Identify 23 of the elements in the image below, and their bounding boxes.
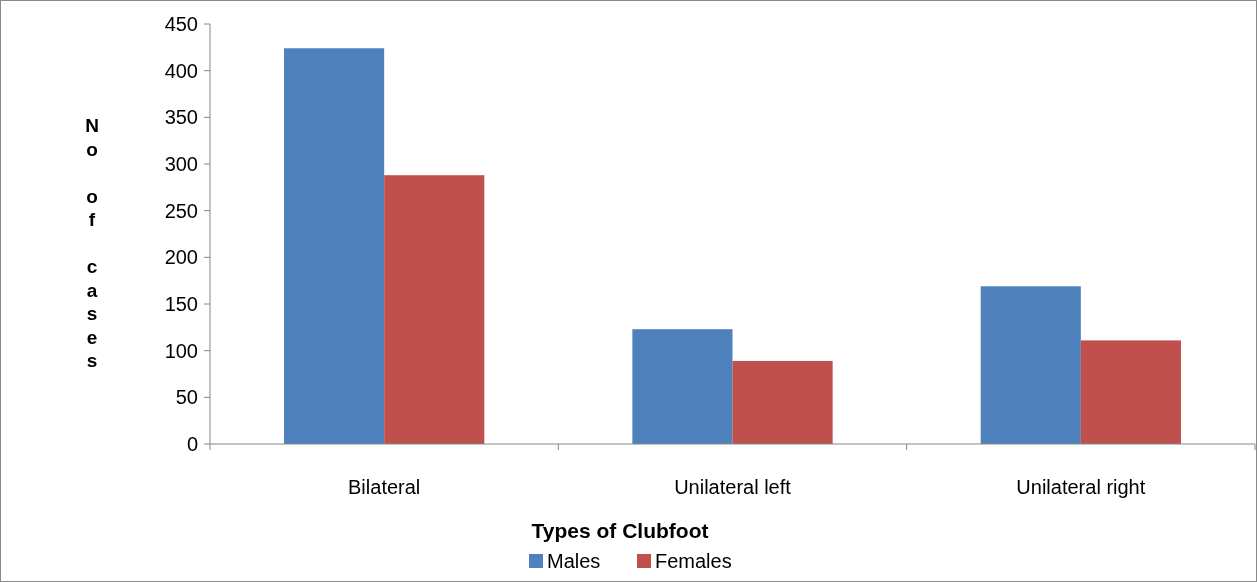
x-tick-label: Unilateral right — [1016, 476, 1146, 498]
y-tick-label: 200 — [164, 246, 198, 269]
y-tick-label: 100 — [164, 339, 198, 362]
x-tick-label: Unilateral left — [674, 476, 792, 498]
bar — [980, 286, 1081, 444]
y-tick-label: 0 — [186, 433, 198, 455]
y-tick-label: 450 — [164, 13, 198, 35]
bar — [632, 329, 733, 444]
legend-label: Males — [547, 550, 601, 572]
y-tick-label: 400 — [164, 59, 198, 82]
text: No of cases — [85, 115, 99, 371]
bar — [384, 175, 485, 444]
x-tick-label: Bilateral — [348, 476, 421, 498]
y-tick-label: 150 — [164, 293, 198, 315]
bar — [1080, 340, 1181, 444]
y-tick-label: 50 — [175, 386, 198, 409]
bar — [284, 48, 385, 444]
y-tick-label: 350 — [164, 106, 198, 129]
y-tick-label: 250 — [164, 199, 198, 222]
y-tick-label: 300 — [164, 153, 198, 175]
x-axis-title: Types of Clubfoot — [531, 519, 709, 542]
bar — [732, 360, 833, 444]
legend-label: Females — [655, 550, 732, 572]
